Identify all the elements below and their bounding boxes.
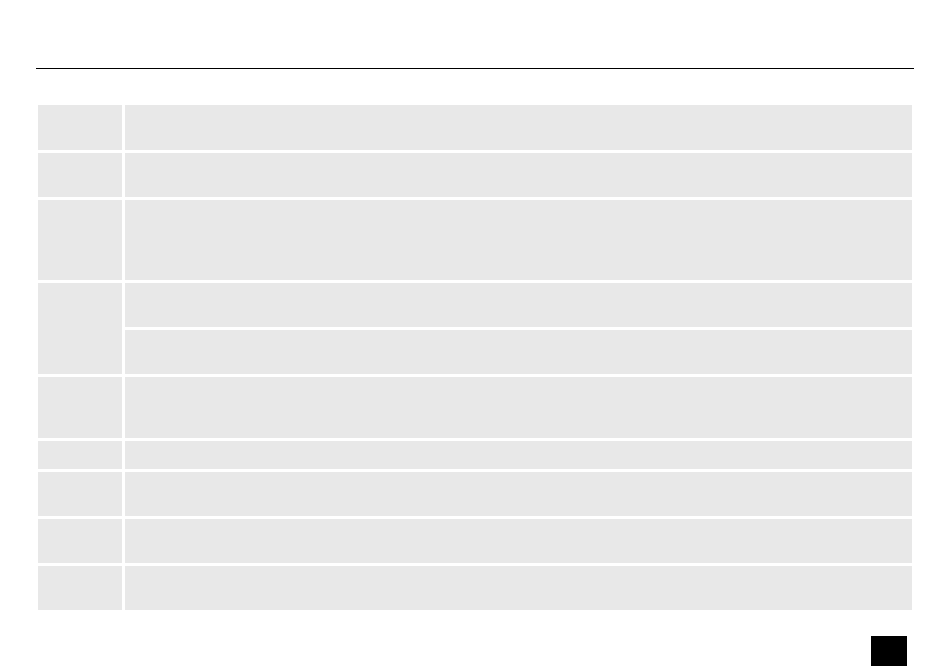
row-label-cell xyxy=(38,519,122,563)
row-content-cell xyxy=(125,283,912,327)
row-label-cell xyxy=(38,377,122,438)
row-label-cell xyxy=(38,472,122,516)
row-label-cell xyxy=(38,566,122,610)
row-content-cell xyxy=(125,105,912,150)
row-label-cell xyxy=(38,200,122,280)
page-marker-block xyxy=(871,636,907,666)
row-content-cell xyxy=(125,330,912,374)
row-content-cell xyxy=(125,566,912,610)
row-label-cell xyxy=(38,283,122,374)
row-content-cell xyxy=(125,153,912,197)
row-label-cell xyxy=(38,441,122,469)
header-rule xyxy=(36,68,914,69)
row-content-cell xyxy=(125,200,912,280)
row-label-cell xyxy=(38,153,122,197)
row-content-cell xyxy=(125,519,912,563)
row-label-cell xyxy=(38,105,122,150)
row-content-cell xyxy=(125,377,912,438)
row-content-cell xyxy=(125,472,912,516)
row-content-cell xyxy=(125,441,912,469)
